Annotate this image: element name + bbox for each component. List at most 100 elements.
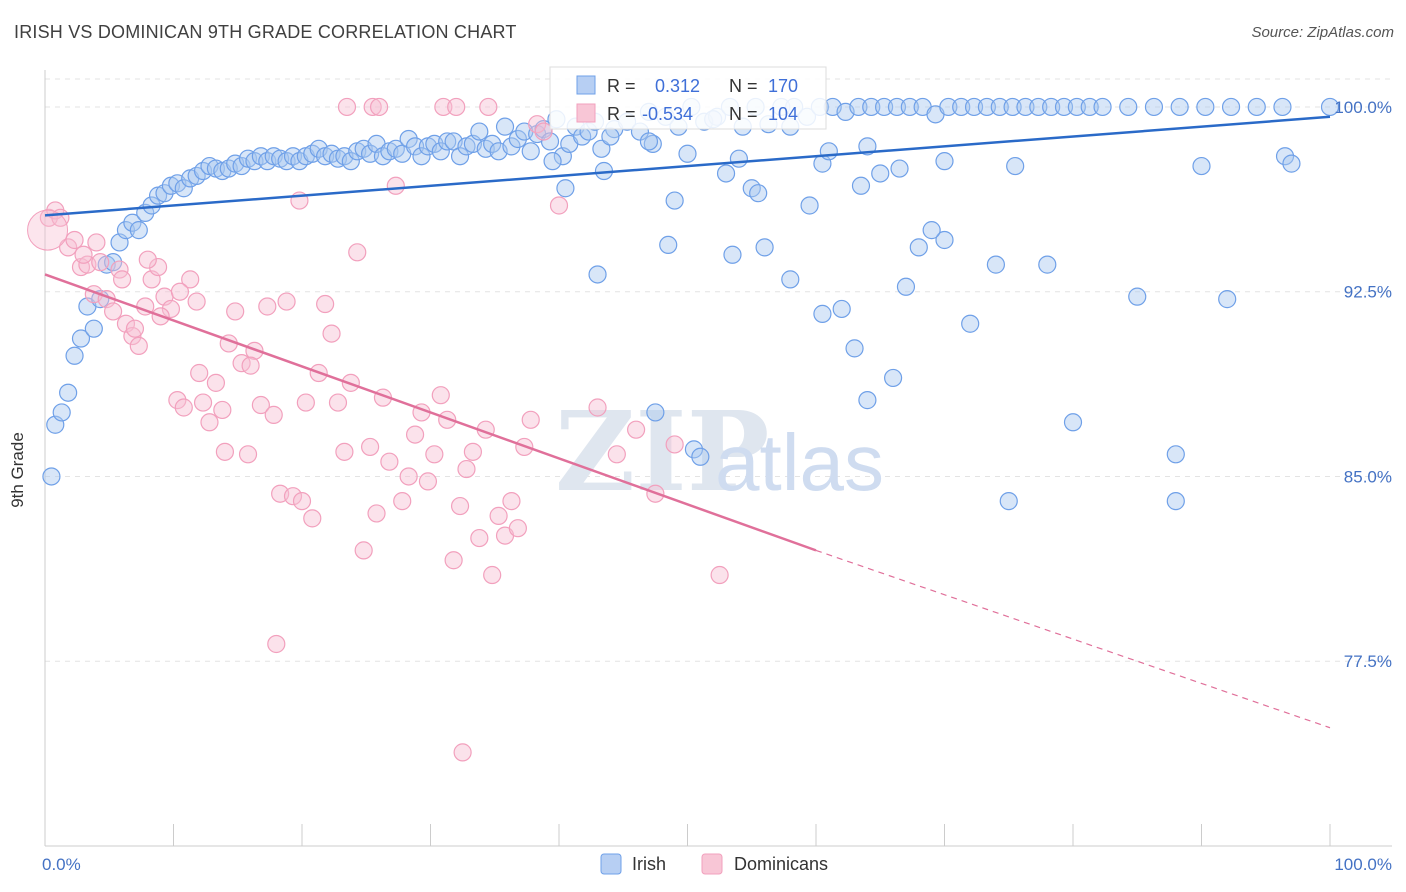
dominicans-point — [434, 97, 453, 117]
dominicans-trend-line-extension — [815, 549, 1331, 729]
dominicans-point — [444, 551, 463, 570]
irish-point — [896, 277, 916, 296]
dominicans-point — [129, 336, 148, 356]
dominicans-point — [405, 425, 425, 444]
dominicans-point — [453, 743, 472, 762]
irish-point — [1016, 97, 1035, 117]
stats-r-value-dominicans: -0.534 — [642, 104, 693, 124]
dominicans-point — [181, 270, 200, 289]
irish-point — [1275, 147, 1295, 166]
stats-n-label-irish: N = — [729, 76, 758, 96]
dominicans-point — [335, 442, 354, 461]
chart-title: IRISH VS DOMINICAN 9TH GRADE CORRELATION… — [14, 22, 517, 42]
dominicans-point — [367, 504, 386, 523]
legend-swatch-irish — [600, 853, 622, 875]
dominicans-point — [112, 270, 132, 289]
dominicans-point — [626, 420, 646, 439]
irish-point — [1093, 97, 1112, 117]
dominicans-point — [337, 97, 357, 117]
dominicans-point — [363, 97, 382, 117]
irish-point — [1320, 97, 1340, 117]
irish-point — [341, 152, 360, 171]
dominicans-point — [226, 302, 245, 321]
dominicans-point — [534, 122, 553, 141]
legend-label-irish: Irish — [632, 854, 666, 874]
irish-point — [665, 191, 684, 210]
irish-point — [1080, 97, 1099, 117]
dominicans-point — [170, 282, 190, 301]
irish-point — [65, 346, 84, 365]
irish-point — [845, 339, 864, 358]
trend-lines — [44, 115, 1331, 729]
dominicans-point — [521, 410, 540, 429]
stats-r-label-irish: R = — [607, 76, 636, 96]
dominicans-point — [87, 233, 106, 252]
irish-point — [174, 179, 193, 198]
irish-point — [639, 132, 659, 151]
irish-point — [1273, 97, 1292, 117]
dominicans-point — [264, 405, 283, 424]
dominicans-point — [418, 472, 438, 491]
x-tick-label-min: 0.0% — [42, 855, 81, 874]
dominicans-point — [125, 319, 145, 338]
dominicans-point — [425, 445, 444, 464]
stats-n-value-irish: 170 — [768, 76, 798, 96]
stats-box: R = 0.312 N = 170 R = -0.534 N = 104 — [549, 66, 827, 130]
irish-point — [412, 147, 431, 166]
dominicans-point — [665, 435, 684, 454]
dominicans-point — [200, 413, 219, 432]
irish-point — [990, 97, 1009, 117]
stats-n-value-dominicans: 104 — [768, 104, 798, 124]
irish-point — [1166, 445, 1185, 464]
dominicans-point — [59, 238, 78, 257]
irish-point — [875, 97, 894, 117]
irish-point — [1192, 156, 1211, 176]
dominicans-point — [213, 400, 232, 420]
irish-point — [52, 403, 71, 422]
legend-label-dominicans: Dominicans — [734, 854, 828, 874]
irish-point — [592, 139, 611, 158]
source-label: Source: ZipAtlas.com — [1251, 24, 1394, 41]
y-tick-label: 92.5% — [1344, 283, 1392, 302]
irish-point — [871, 164, 890, 183]
axes — [44, 70, 1392, 847]
irish-point — [405, 137, 425, 156]
dominicans-point — [447, 97, 466, 117]
dominicans-point — [316, 294, 335, 314]
stats-n-label-dominicans: N = — [729, 104, 758, 124]
dominicans-point — [303, 509, 322, 528]
dominicans-point — [168, 391, 187, 410]
stats-r-value-irish: 0.312 — [655, 76, 700, 96]
dominicans-point — [508, 519, 527, 538]
dominicans-point — [470, 528, 489, 548]
dominicans-point — [123, 326, 142, 346]
dominicans-point — [457, 459, 476, 479]
dominicans-point — [431, 386, 450, 405]
irish-point — [521, 142, 540, 161]
dominicans-point — [348, 243, 367, 262]
irish-point — [71, 329, 91, 348]
irish-point — [939, 97, 958, 117]
dominicans-point — [292, 492, 312, 511]
dominicans-point — [463, 442, 483, 461]
irish-point — [986, 255, 1006, 274]
dominicans-point-cluster — [27, 209, 69, 251]
dominicans-point — [483, 565, 502, 585]
irish-point — [1170, 97, 1189, 117]
dominicans-point — [328, 393, 348, 412]
irish-point — [909, 238, 928, 257]
irish-point — [781, 270, 800, 289]
stats-r-label-dominicans: R = — [607, 104, 636, 124]
dominicans-trend-line — [44, 273, 817, 552]
irish-point — [116, 221, 136, 240]
dominicans-point — [588, 398, 607, 417]
irish-point — [431, 142, 450, 161]
dominicans-point — [450, 496, 470, 516]
irish-point — [646, 403, 665, 422]
irish-point — [716, 164, 736, 183]
watermark-atlas: atlas — [715, 418, 884, 507]
irish-point — [887, 97, 907, 117]
irish-point — [543, 152, 562, 171]
irish-point — [123, 213, 142, 232]
